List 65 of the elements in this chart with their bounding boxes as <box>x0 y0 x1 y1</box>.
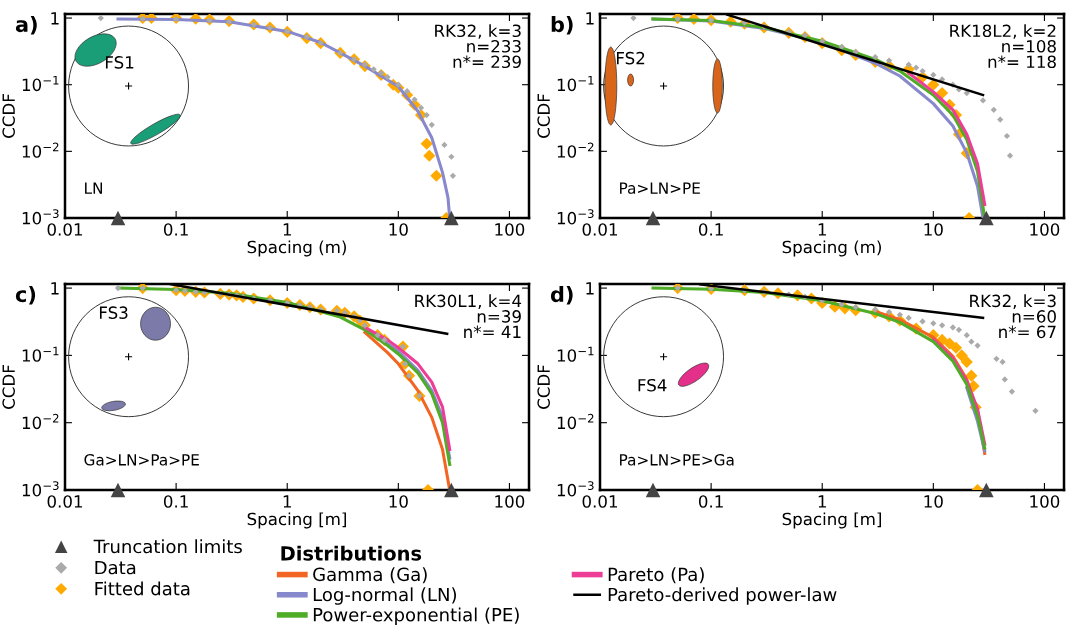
annotation: RK18L2, k=2 n=108 n*= 118 <box>950 24 1056 69</box>
x-tick-label: 1 <box>283 495 291 508</box>
y-axis-title: CCDF <box>2 94 15 138</box>
y-tick-label: 1 <box>586 12 594 25</box>
y-tick-label: 10$^{−1}$ <box>22 346 59 362</box>
y-tick-label: 10$^{−1}$ <box>22 76 59 92</box>
x-tick-label: 10 <box>924 495 943 508</box>
y-tick-label: 10$^{−2}$ <box>22 142 59 158</box>
annotation: Ga>LN>Pa>PE <box>84 454 199 466</box>
x-tick-label: 100 <box>495 223 525 236</box>
chart-title: b) <box>551 16 573 35</box>
x-tick-label: 0.1 <box>698 495 723 508</box>
x-tick-label: 0.01 <box>47 495 83 508</box>
y-axis-title: CCDF <box>2 365 15 409</box>
legend-label: Fitted data <box>95 581 190 596</box>
annotation: Pa>LN>PE <box>620 182 700 194</box>
x-axis-title: Spacing (m) <box>782 240 881 257</box>
annotation: LN <box>85 182 102 194</box>
x-tick-label: 1 <box>283 223 291 236</box>
legend-label: Gamma (Ga) <box>313 567 427 584</box>
y-tick-label: 1 <box>51 12 59 25</box>
y-axis-title: CCDF <box>537 365 550 409</box>
y-tick-label: 10$^{−2}$ <box>557 142 594 158</box>
y-tick-label: 10$^{−2}$ <box>557 413 594 430</box>
x-tick-label: 0.1 <box>698 223 723 236</box>
x-axis-title: Spacing [m] <box>247 512 346 529</box>
x-tick-label: 1 <box>818 495 826 508</box>
annotation: FS2 <box>616 51 645 65</box>
x-axis-title: Spacing (m) <box>247 240 346 257</box>
x-tick-label: 1 <box>818 223 826 236</box>
x-tick-label: 0.01 <box>582 495 618 508</box>
annotation: Pa>LN>PE>Ga <box>620 454 734 466</box>
y-tick-label: 10$^{−1}$ <box>557 346 594 362</box>
x-tick-label: 100 <box>1030 223 1060 236</box>
annotation: FS4 <box>638 378 667 392</box>
x-tick-label: 100 <box>495 495 525 508</box>
x-tick-label: 10 <box>389 495 408 508</box>
annotation: RK32, k=3 n=60 n*= 67 <box>970 294 1056 339</box>
annotation: FS3 <box>99 306 128 319</box>
legend-label: Data <box>95 560 136 575</box>
annotation: FS1 <box>105 56 134 69</box>
y-tick-label: 1 <box>586 282 594 295</box>
legend-label: Log-normal (LN) <box>313 587 456 605</box>
x-tick-label: 0.01 <box>47 223 83 236</box>
chart-title: c) <box>15 286 36 305</box>
y-tick-label: 10$^{−2}$ <box>22 413 59 430</box>
x-tick-label: 10 <box>389 223 408 236</box>
x-tick-label: 10 <box>924 223 943 236</box>
x-tick-label: 100 <box>1030 495 1060 508</box>
legend-label: Pareto-derived power-law <box>608 587 837 605</box>
x-axis-title: Spacing [m] <box>782 512 881 529</box>
x-tick-label: 0.01 <box>582 223 618 236</box>
x-tick-label: 0.1 <box>163 495 188 508</box>
legend-label: Pareto (Pa) <box>608 567 704 584</box>
y-tick-label: 10$^{−1}$ <box>557 76 594 92</box>
chart-title: a) <box>15 16 37 35</box>
x-tick-label: 0.1 <box>163 223 188 236</box>
legend-title: Distributions <box>281 545 422 561</box>
legend-label: Power-exponential (PE) <box>313 607 519 626</box>
annotation: RK30L1, k=4 n=39 n*= 41 <box>415 294 522 338</box>
chart-title: d) <box>550 286 573 305</box>
annotation: RK32, k=3 n=233 n*= 239 <box>435 24 521 69</box>
y-tick-label: 1 <box>51 282 59 295</box>
y-axis-title: CCDF <box>537 94 550 138</box>
legend-label: Truncation limits <box>93 539 242 554</box>
